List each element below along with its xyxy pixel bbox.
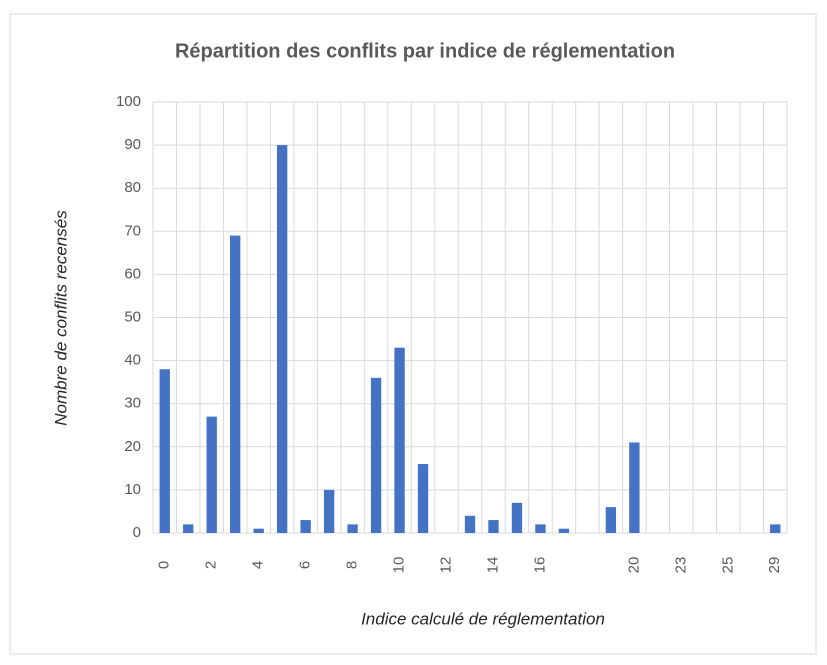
- bar: [159, 369, 170, 533]
- x-tick-label: 10: [391, 557, 408, 574]
- bar: [605, 507, 617, 533]
- x-tick-label: 2: [203, 561, 220, 569]
- bar: [206, 416, 217, 533]
- bar: [464, 515, 476, 533]
- bar: [347, 524, 358, 533]
- bar: [276, 145, 288, 533]
- y-tick-label: 70: [124, 222, 141, 239]
- chart-frame: [9, 13, 817, 655]
- bar: [394, 347, 405, 533]
- y-tick-label: 20: [124, 438, 141, 455]
- y-tick-label: 0: [133, 524, 141, 541]
- y-tick-label: 40: [124, 352, 141, 369]
- bar: [417, 464, 429, 533]
- bar: [629, 442, 640, 533]
- x-axis-title: Indice calculé de réglementation: [361, 609, 605, 628]
- bar: [770, 524, 781, 533]
- bar: [230, 235, 241, 534]
- x-tick-label: 29: [766, 557, 783, 574]
- y-tick-label: 60: [124, 265, 141, 282]
- y-tick-label: 50: [124, 308, 141, 325]
- y-tick-label: 30: [124, 395, 141, 412]
- x-tick-label: 4: [250, 561, 267, 569]
- x-tick-label: 23: [672, 557, 689, 574]
- chart-title: Répartition des conflits par indice de r…: [175, 40, 675, 62]
- y-tick-label: 80: [124, 179, 141, 196]
- x-tick-label: 16: [531, 557, 548, 574]
- y-tick-label: 100: [116, 93, 141, 110]
- bar: [323, 489, 335, 533]
- y-tick-label: 10: [124, 481, 141, 498]
- x-tick-label: 20: [625, 557, 642, 574]
- x-tick-label: 0: [156, 561, 173, 569]
- x-tick-label: 8: [344, 561, 361, 569]
- x-tick-label: 6: [297, 561, 314, 569]
- bar: [511, 502, 523, 533]
- y-axis-title: Nombre de conflits recensés: [51, 210, 70, 426]
- x-tick-label: 14: [484, 557, 501, 574]
- y-tick-label: 90: [124, 136, 141, 153]
- x-tick-label: 12: [437, 557, 454, 574]
- x-tick-label: 25: [719, 557, 736, 574]
- bar: [488, 520, 499, 533]
- bar: [370, 377, 382, 533]
- bar: [183, 524, 194, 533]
- bar: [535, 524, 546, 533]
- bar: [253, 528, 264, 533]
- bar: [558, 528, 570, 533]
- bar: [300, 520, 311, 533]
